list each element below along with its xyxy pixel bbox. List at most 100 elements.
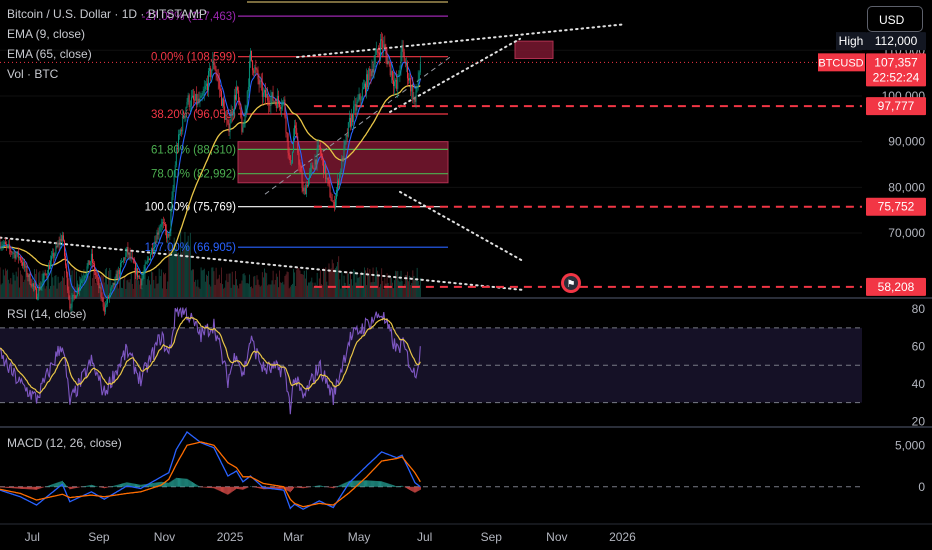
volume-bar xyxy=(264,268,265,297)
macd-hist-bar xyxy=(261,486,263,490)
time-tick: 2025 xyxy=(217,530,244,544)
volume-bar xyxy=(252,288,254,297)
volume-bar xyxy=(224,287,226,297)
volume-bar xyxy=(342,287,344,297)
candle-body xyxy=(301,172,303,188)
volume-bar xyxy=(157,283,159,297)
volume-bar xyxy=(135,271,136,297)
volume-bar xyxy=(324,269,326,297)
volume-bar xyxy=(369,269,371,297)
macd-hist-bar xyxy=(390,484,392,487)
volume-bar xyxy=(106,267,107,297)
candle-body xyxy=(412,85,414,100)
macd-hist-bar xyxy=(59,481,61,487)
volume-bar xyxy=(273,284,275,297)
volume-bar xyxy=(348,283,350,297)
candle-body xyxy=(89,261,91,265)
candle-body xyxy=(195,94,197,101)
macd-hist-bar xyxy=(10,486,12,489)
volume-bar xyxy=(372,267,374,297)
candle-body xyxy=(137,268,139,278)
volume-bar xyxy=(69,268,71,297)
candle-body xyxy=(305,184,307,195)
candle-body xyxy=(225,117,227,120)
volume-bar xyxy=(168,240,170,297)
macd-hist-bar xyxy=(148,483,150,487)
volume-bar xyxy=(147,276,149,297)
macd-hist-bar xyxy=(65,484,67,487)
volume-bar xyxy=(55,275,57,297)
volume-bar xyxy=(312,282,314,297)
candle-body xyxy=(262,92,264,97)
candle-body xyxy=(198,98,200,102)
volume-bar xyxy=(271,280,273,297)
candle-body xyxy=(21,260,22,263)
macd-hist-bar xyxy=(394,485,395,487)
candle-body xyxy=(386,54,388,65)
candle-body xyxy=(155,241,157,243)
volume-bar xyxy=(287,272,289,297)
candle-body xyxy=(65,256,67,266)
candle-body xyxy=(338,180,340,185)
volume-bar xyxy=(360,271,362,297)
macd-hist-bar xyxy=(279,486,280,489)
candle-body xyxy=(116,274,118,280)
candle-body xyxy=(203,89,205,93)
macd-hist-bar xyxy=(367,480,369,487)
candle-body xyxy=(315,159,317,165)
candle-body xyxy=(36,288,37,300)
macd-hist-bar xyxy=(129,482,131,487)
volume-bar xyxy=(231,271,233,297)
candle-body xyxy=(312,165,314,169)
candle-body xyxy=(9,244,11,249)
macd-hist-bar xyxy=(21,486,22,489)
macd-hist-bar xyxy=(215,486,217,490)
volume-bar xyxy=(289,286,291,297)
candle-body xyxy=(219,88,221,91)
candle-body xyxy=(405,62,407,64)
macd-hist-bar xyxy=(50,484,51,487)
macd-hist-bar xyxy=(31,486,33,490)
candle-body xyxy=(174,165,176,176)
macd-hist-bar xyxy=(42,486,44,488)
macd-hist-bar xyxy=(204,486,206,488)
macd-hist-bar xyxy=(173,479,175,487)
candle-body xyxy=(201,95,203,97)
volume-bar xyxy=(181,252,183,297)
macd-hist-bar xyxy=(277,486,279,489)
candle-body xyxy=(191,95,193,98)
candle-body xyxy=(276,95,278,109)
candle-body xyxy=(30,284,32,287)
macd-hist-bar xyxy=(356,480,358,487)
price-tag xyxy=(866,277,926,296)
volume-bar xyxy=(81,273,83,297)
currency-button[interactable]: USD xyxy=(867,6,923,32)
volume-bar xyxy=(256,275,258,297)
candle-body xyxy=(122,261,123,263)
volume-bar xyxy=(410,285,412,297)
volume-bar xyxy=(305,270,307,297)
candle-body xyxy=(167,233,169,239)
macd-hist-bar xyxy=(90,484,92,487)
volume-bar xyxy=(107,284,108,297)
candle-body xyxy=(353,106,355,123)
macd-pane: 0 5,000 xyxy=(0,431,925,510)
candle-body xyxy=(308,178,309,187)
flag-icon xyxy=(564,276,578,290)
candle-body xyxy=(402,44,404,52)
candle-body xyxy=(55,246,57,254)
candle-body xyxy=(139,275,141,279)
macd-hist-bar xyxy=(213,486,215,489)
volume-bar xyxy=(326,281,328,297)
macd-hist-bar xyxy=(74,486,76,489)
candle-body xyxy=(100,287,102,298)
volume-bar xyxy=(131,283,133,297)
volume-bar xyxy=(228,273,230,297)
candle-body xyxy=(281,107,283,109)
volume-bar xyxy=(383,288,385,297)
candle-body xyxy=(377,52,379,54)
candle-body xyxy=(211,69,213,78)
candle-body xyxy=(221,90,222,106)
rsi-tick: 60 xyxy=(912,340,926,354)
